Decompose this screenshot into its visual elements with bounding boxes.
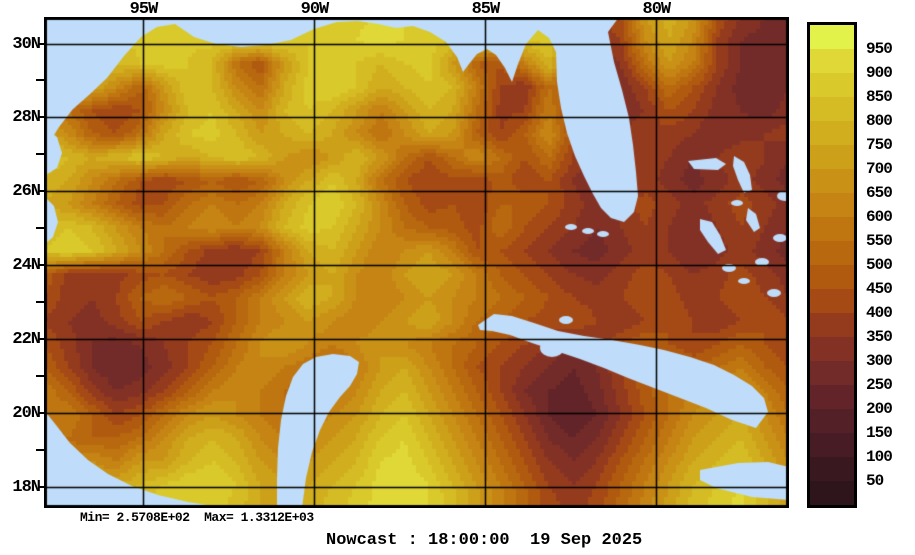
colorbar-segment <box>810 193 854 217</box>
colorbar-tick-50: 50 <box>866 472 884 490</box>
colorbar-tick-850: 850 <box>866 88 893 106</box>
colorbar-segment <box>810 145 854 169</box>
y-major-tick <box>38 337 44 340</box>
colorbar-tick-750: 750 <box>866 136 893 154</box>
y-minor-tick <box>36 79 44 82</box>
x-tick-95W: 95W <box>129 0 159 19</box>
colorbar-tick-500: 500 <box>866 256 893 274</box>
colorbar-tick-700: 700 <box>866 160 893 178</box>
y-minor-tick <box>36 227 44 230</box>
colorbar-segment <box>810 49 854 73</box>
y-tick-18N: 18N <box>12 477 41 497</box>
y-tick-28N: 28N <box>12 108 41 128</box>
colorbar-segment <box>810 481 854 505</box>
y-major-tick <box>38 485 44 488</box>
colorbar-segment <box>810 433 854 457</box>
colorbar-segment <box>810 409 854 433</box>
colorbar-tick-150: 150 <box>866 424 893 442</box>
colorbar-segment <box>810 73 854 97</box>
colorbar-segment <box>810 385 854 409</box>
y-minor-tick <box>36 448 44 451</box>
colorbar-segment <box>810 121 854 145</box>
y-minor-tick <box>36 153 44 156</box>
colorbar-tick-900: 900 <box>866 64 893 82</box>
colorbar-segment <box>810 457 854 481</box>
colorbar-tick-450: 450 <box>866 280 893 298</box>
colorbar <box>807 22 857 508</box>
y-major-tick <box>38 411 44 414</box>
colorbar-tick-550: 550 <box>866 232 893 250</box>
x-tick-90W: 90W <box>300 0 330 19</box>
y-tick-22N: 22N <box>12 329 41 349</box>
colorbar-segment <box>810 169 854 193</box>
min-max-stats: Min= 2.5708E+02 Max= 1.3312E+03 <box>80 510 314 525</box>
colorbar-segment <box>810 217 854 241</box>
y-major-tick <box>38 264 44 267</box>
colorbar-segment <box>810 337 854 361</box>
colorbar-segment <box>810 313 854 337</box>
y-tick-30N: 30N <box>12 34 41 54</box>
colorbar-segment <box>810 361 854 385</box>
colorbar-tick-300: 300 <box>866 352 893 370</box>
colorbar-segment <box>810 289 854 313</box>
x-tick-85W: 85W <box>471 0 501 19</box>
y-minor-tick <box>36 301 44 303</box>
nowcast-timestamp: Nowcast : 18:00:00 19 Sep 2025 <box>326 531 643 550</box>
colorbar-tick-350: 350 <box>866 328 893 346</box>
colorbar-segment <box>810 25 854 49</box>
y-tick-24N: 24N <box>12 256 41 276</box>
x-tick-80W: 80W <box>642 0 672 19</box>
colorbar-tick-950: 950 <box>866 40 893 58</box>
colorbar-segment <box>810 97 854 121</box>
map-canvas <box>44 17 789 508</box>
y-major-tick <box>38 190 44 193</box>
colorbar-tick-200: 200 <box>866 400 893 418</box>
colorbar-segment <box>810 241 854 265</box>
colorbar-tick-100: 100 <box>866 448 893 466</box>
colorbar-tick-400: 400 <box>866 304 893 322</box>
colorbar-tick-800: 800 <box>866 112 893 130</box>
y-tick-26N: 26N <box>12 182 41 202</box>
colorbar-tick-600: 600 <box>866 208 893 226</box>
colorbar-tick-250: 250 <box>866 376 893 394</box>
y-major-tick <box>38 42 44 45</box>
y-minor-tick <box>36 374 44 377</box>
y-major-tick <box>38 116 44 119</box>
colorbar-tick-650: 650 <box>866 184 893 202</box>
colorbar-segment <box>810 265 854 289</box>
y-tick-20N: 20N <box>12 403 41 423</box>
